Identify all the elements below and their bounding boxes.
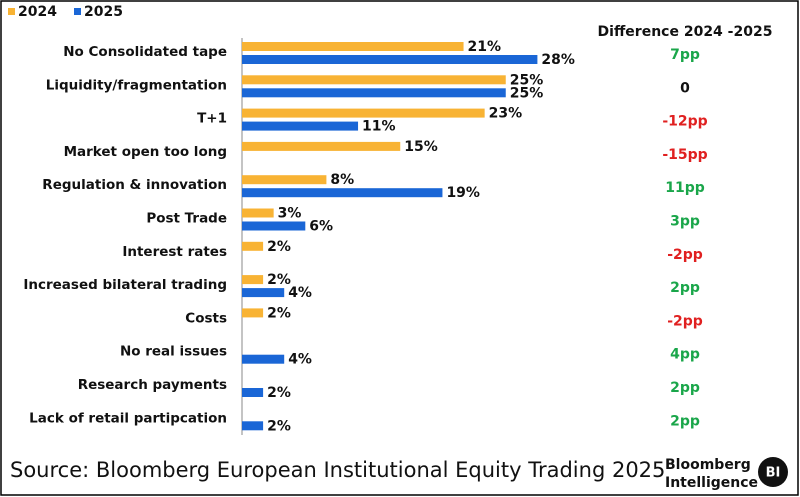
bar <box>242 221 306 231</box>
value-label: 11% <box>362 119 396 135</box>
bar <box>242 208 274 218</box>
value-label: 2% <box>267 385 291 401</box>
difference-label: 0 <box>680 80 690 96</box>
bar <box>242 275 264 285</box>
difference-label: 3pp <box>670 214 700 230</box>
difference-label: 4pp <box>670 347 700 363</box>
value-label: 3% <box>278 206 302 222</box>
difference-label: 7pp <box>670 47 700 63</box>
category-label: Liquidity/fragmentation <box>46 77 227 93</box>
bar <box>242 75 506 85</box>
category-label: Regulation & innovation <box>42 177 227 193</box>
value-label: 2% <box>267 272 291 288</box>
value-label: 8% <box>330 172 354 188</box>
brand: Intelligence <box>665 475 758 491</box>
value-label: 28% <box>541 52 575 68</box>
value-label: 21% <box>468 39 502 55</box>
value-label: 2% <box>267 239 291 255</box>
difference-label: -12pp <box>662 114 707 130</box>
category-label: Increased bilateral trading <box>23 277 227 293</box>
difference-label: 11pp <box>665 180 705 196</box>
category-label: Market open too long <box>64 144 227 160</box>
bar <box>242 141 401 151</box>
difference-label: 2pp <box>670 413 700 429</box>
category-label: No real issues <box>120 344 227 360</box>
difference-label: 2pp <box>670 380 700 396</box>
bar <box>242 55 538 64</box>
bar <box>242 121 359 131</box>
brand: Bloomberg <box>665 457 751 473</box>
bar <box>242 188 443 198</box>
difference-title: Difference 2024 -2025 <box>598 24 773 40</box>
value-label: 25% <box>510 72 544 88</box>
value-label: 2% <box>267 305 291 321</box>
bar <box>242 354 285 364</box>
value-label: 15% <box>404 139 438 155</box>
legend-label: 2025 <box>84 4 123 20</box>
bar <box>242 388 264 397</box>
bar <box>242 288 285 298</box>
bar <box>242 175 327 185</box>
badge: BI <box>766 466 781 481</box>
difference-label: 2pp <box>670 280 700 296</box>
difference-label: -2pp <box>667 313 703 329</box>
value-label: 6% <box>309 219 333 235</box>
difference-label: -15pp <box>662 147 707 163</box>
legend-swatch <box>8 8 15 15</box>
value-label: 19% <box>446 185 480 201</box>
category-label: Interest rates <box>122 244 227 260</box>
category-label: Costs <box>185 310 227 326</box>
badge-circle <box>758 457 788 487</box>
value-label: 23% <box>489 106 523 122</box>
bar <box>242 308 264 318</box>
bar <box>242 241 264 251</box>
value-label: 4% <box>288 352 312 368</box>
category-label: Post Trade <box>146 211 227 227</box>
bar <box>242 108 485 118</box>
bar <box>242 421 264 431</box>
legend-label: 2024 <box>18 4 57 20</box>
bar <box>242 88 506 98</box>
legend-swatch <box>74 8 81 15</box>
value-label: 2% <box>267 418 291 434</box>
source: Source: Bloomberg European Institutional… <box>10 458 665 482</box>
category-label: No Consolidated tape <box>63 44 227 60</box>
category-label: Lack of retail partipcation <box>29 410 227 426</box>
value-label: 4% <box>288 285 312 301</box>
category-label: T+1 <box>197 111 227 127</box>
value-label: 25% <box>510 85 544 101</box>
bar <box>242 42 464 51</box>
difference-label: -2pp <box>667 247 703 263</box>
category-label: Research payments <box>78 377 227 393</box>
